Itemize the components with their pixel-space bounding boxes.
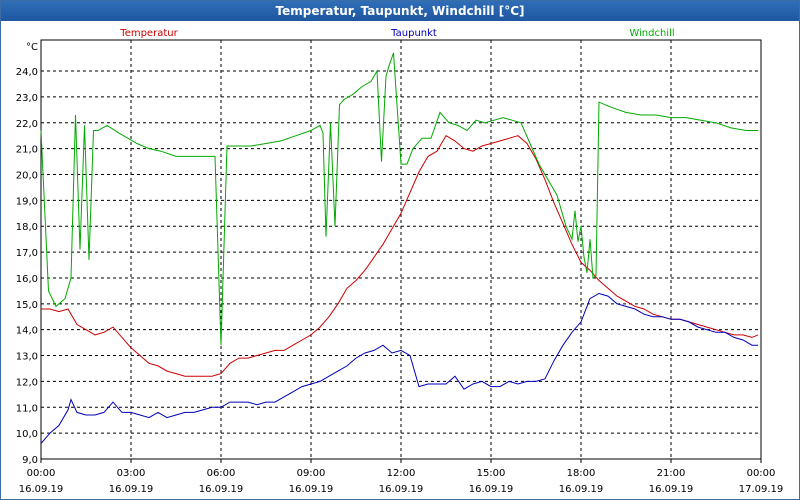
legend-taupunkt: Taupunkt <box>390 28 437 39</box>
line-chart: 9,0 10,0 11,0 12,0 13,0 14,0 15,0 16,0 17,0 18,0 1… <box>16 28 784 495</box>
y-tick-label: 10,0 <box>16 429 38 440</box>
y-tick-label: 24,0 <box>16 67 38 78</box>
series-line-temperatur <box>41 135 759 377</box>
legend-windchill: Windchill <box>629 28 674 39</box>
x-tick-time-label: 21:00 <box>657 468 686 479</box>
x-tick-date-label: 16.09.19 <box>199 484 244 495</box>
x-tick-date-label: 16.09.19 <box>379 484 424 495</box>
plot-border <box>40 39 762 460</box>
y-tick-label: 19,0 <box>16 196 38 207</box>
y-tick-label: 17,0 <box>16 248 38 259</box>
x-tick-time-label: 15:00 <box>477 468 506 479</box>
y-tick-label: 20,0 <box>16 170 38 181</box>
series-line-taupunkt <box>40 292 758 444</box>
x-tick-date-label: 16.09.19 <box>289 484 334 495</box>
y-tick-label: 22,0 <box>16 119 38 130</box>
x-tick-time-label: 03:00 <box>117 468 146 479</box>
window-title: Temperatur, Taupunkt, Windchill [°C] <box>1 1 799 21</box>
x-tick-date-label: 16.09.19 <box>559 484 604 495</box>
y-tick-label: 14,0 <box>16 326 38 337</box>
y-tick-label: 9,0 <box>22 455 38 466</box>
x-tick-date-label: 17.09.19 <box>739 484 784 495</box>
x-tick-date-label: 16.09.19 <box>469 484 514 495</box>
y-tick-label: 18,0 <box>16 222 38 233</box>
x-tick-date-label: 16.09.19 <box>19 484 64 495</box>
y-axis-unit-label: °C <box>26 42 38 53</box>
y-tick-label: 13,0 <box>16 352 38 363</box>
y-tick-label: 11,0 <box>16 403 38 414</box>
legend-temperatur: Temperatur <box>119 28 178 39</box>
x-tick-time-label: 00:00 <box>747 468 776 479</box>
x-tick-time-label: 18:00 <box>567 468 596 479</box>
x-tick-date-label: 16.09.19 <box>109 484 154 495</box>
y-tick-label: 12,0 <box>16 377 38 388</box>
x-tick-time-label: 00:00 <box>27 468 56 479</box>
x-tick-time-label: 12:00 <box>387 468 416 479</box>
x-tick-time-label: 06:00 <box>207 468 236 479</box>
x-tick-time-label: 09:00 <box>297 468 326 479</box>
series-line-windchill <box>40 52 758 346</box>
y-tick-label: 15,0 <box>16 300 38 311</box>
x-tick-date-label: 16.09.19 <box>649 484 694 495</box>
y-tick-label: 23,0 <box>16 93 38 104</box>
y-tick-label: 21,0 <box>16 145 38 156</box>
y-tick-label: 16,0 <box>16 274 38 285</box>
